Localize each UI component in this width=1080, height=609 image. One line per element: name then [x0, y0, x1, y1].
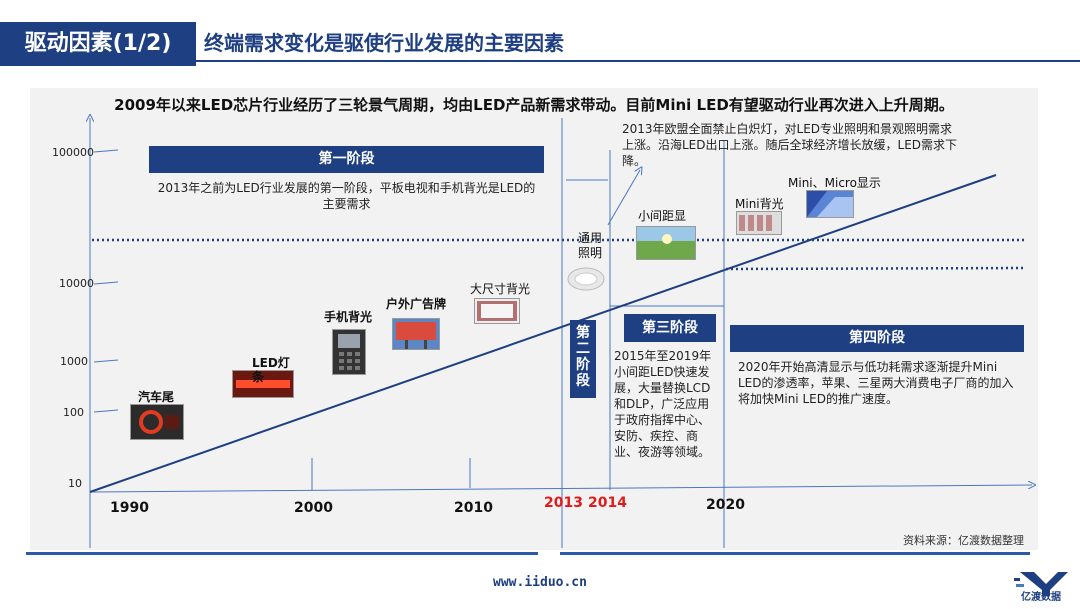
section-tag: 驱动因素(1/2) [0, 22, 196, 66]
billboard-icon [392, 318, 440, 350]
dotted-level-2 [725, 266, 1025, 271]
y-tick-mark [93, 359, 119, 363]
x-year-2020: 2020 [706, 497, 745, 513]
trend-line [89, 174, 997, 493]
x-year-1990: 1990 [110, 500, 149, 516]
x-year-2014: 2014 [588, 495, 627, 511]
x-axis [89, 485, 1032, 493]
company-logo-icon [1014, 572, 1068, 596]
stage-2-box: 第二阶段 [570, 320, 596, 398]
mini-backlight-icon [736, 211, 782, 235]
product-label-mini-backlight: Mini背光 [735, 197, 784, 211]
stage-1-desc: 2013年之前为LED行业发展的第一阶段，平板电视和手机背光是LED的主要需求 [157, 181, 536, 211]
led-strip-icon [232, 370, 294, 398]
product-label-fine-pitch: 小间距显 [638, 209, 687, 223]
stage-4-desc: 2020年开始高清显示与低功耗需求逐渐提升Mini LED的渗透率，苹果、三星两… [738, 360, 1014, 406]
product-label-mini-micro: Mini、Micro显示 [788, 176, 881, 190]
headline: 2009年以来LED芯片行业经历了三轮景气周期，均由LED产品新需求带动。目前M… [114, 96, 954, 114]
x-year-2010: 2010 [454, 500, 493, 516]
product-label-car-tail: 汽车尾 [138, 390, 175, 404]
product-label-large-backlight: 大尺寸背光 [470, 282, 531, 296]
x-year-2000: 2000 [294, 500, 333, 516]
product-label-outdoor-ad: 户外广告牌 [386, 297, 447, 311]
stage-1-box: 第一阶段 [149, 146, 544, 173]
website-link[interactable]: www.iiduo.cn [493, 575, 587, 590]
stage-2-desc: 2013年欧盟全面禁止白炽灯，对LED专业照明和景观照明需求上涨。沿海LED出口… [622, 122, 958, 168]
y-tick-label: 10000 [59, 277, 94, 290]
fine-pitch-display-icon [636, 226, 696, 260]
y-tick-label: 10 [68, 477, 82, 490]
company-logo-text: 亿渡数据 [1021, 592, 1061, 603]
page-title: 终端需求变化是驱使行业发展的主要因素 [204, 31, 564, 55]
footer-bar-right [560, 552, 1030, 555]
callout-arrow [607, 170, 640, 226]
stage-3-box: 第三阶段 [624, 314, 716, 342]
footer-bar-left [26, 552, 538, 555]
y-tick-mark [93, 281, 119, 285]
product-label-phone: 手机背光 [324, 310, 373, 324]
y-tick-label: 100 [63, 406, 84, 419]
y-tick-mark [93, 149, 119, 153]
stage-4-box: 第四阶段 [730, 325, 1024, 352]
product-label-general-lighting: 通用照明 [577, 231, 602, 260]
source-note: 资料来源：亿渡数据整理 [903, 534, 1024, 547]
phone-icon [332, 329, 366, 375]
y-tick-mark [93, 409, 119, 413]
x-year-2013: 2013 [544, 495, 583, 511]
mini-micro-display-icon [806, 190, 854, 218]
ceiling-light-icon [567, 267, 605, 291]
y-tick-label: 1000 [60, 355, 88, 368]
stage-3-desc: 2015年至2019年小间距LED快速发展，大量替换LCD和DLP，广泛应用于政… [614, 349, 712, 459]
car-tail-icon [130, 404, 184, 440]
product-label-led-strip: LED灯条 [252, 356, 290, 384]
stage-2-label: 第二阶段 [576, 325, 590, 389]
header-divider [0, 60, 1080, 62]
y-tick-label: 100000 [52, 146, 94, 159]
large-backlight-icon [474, 298, 520, 324]
